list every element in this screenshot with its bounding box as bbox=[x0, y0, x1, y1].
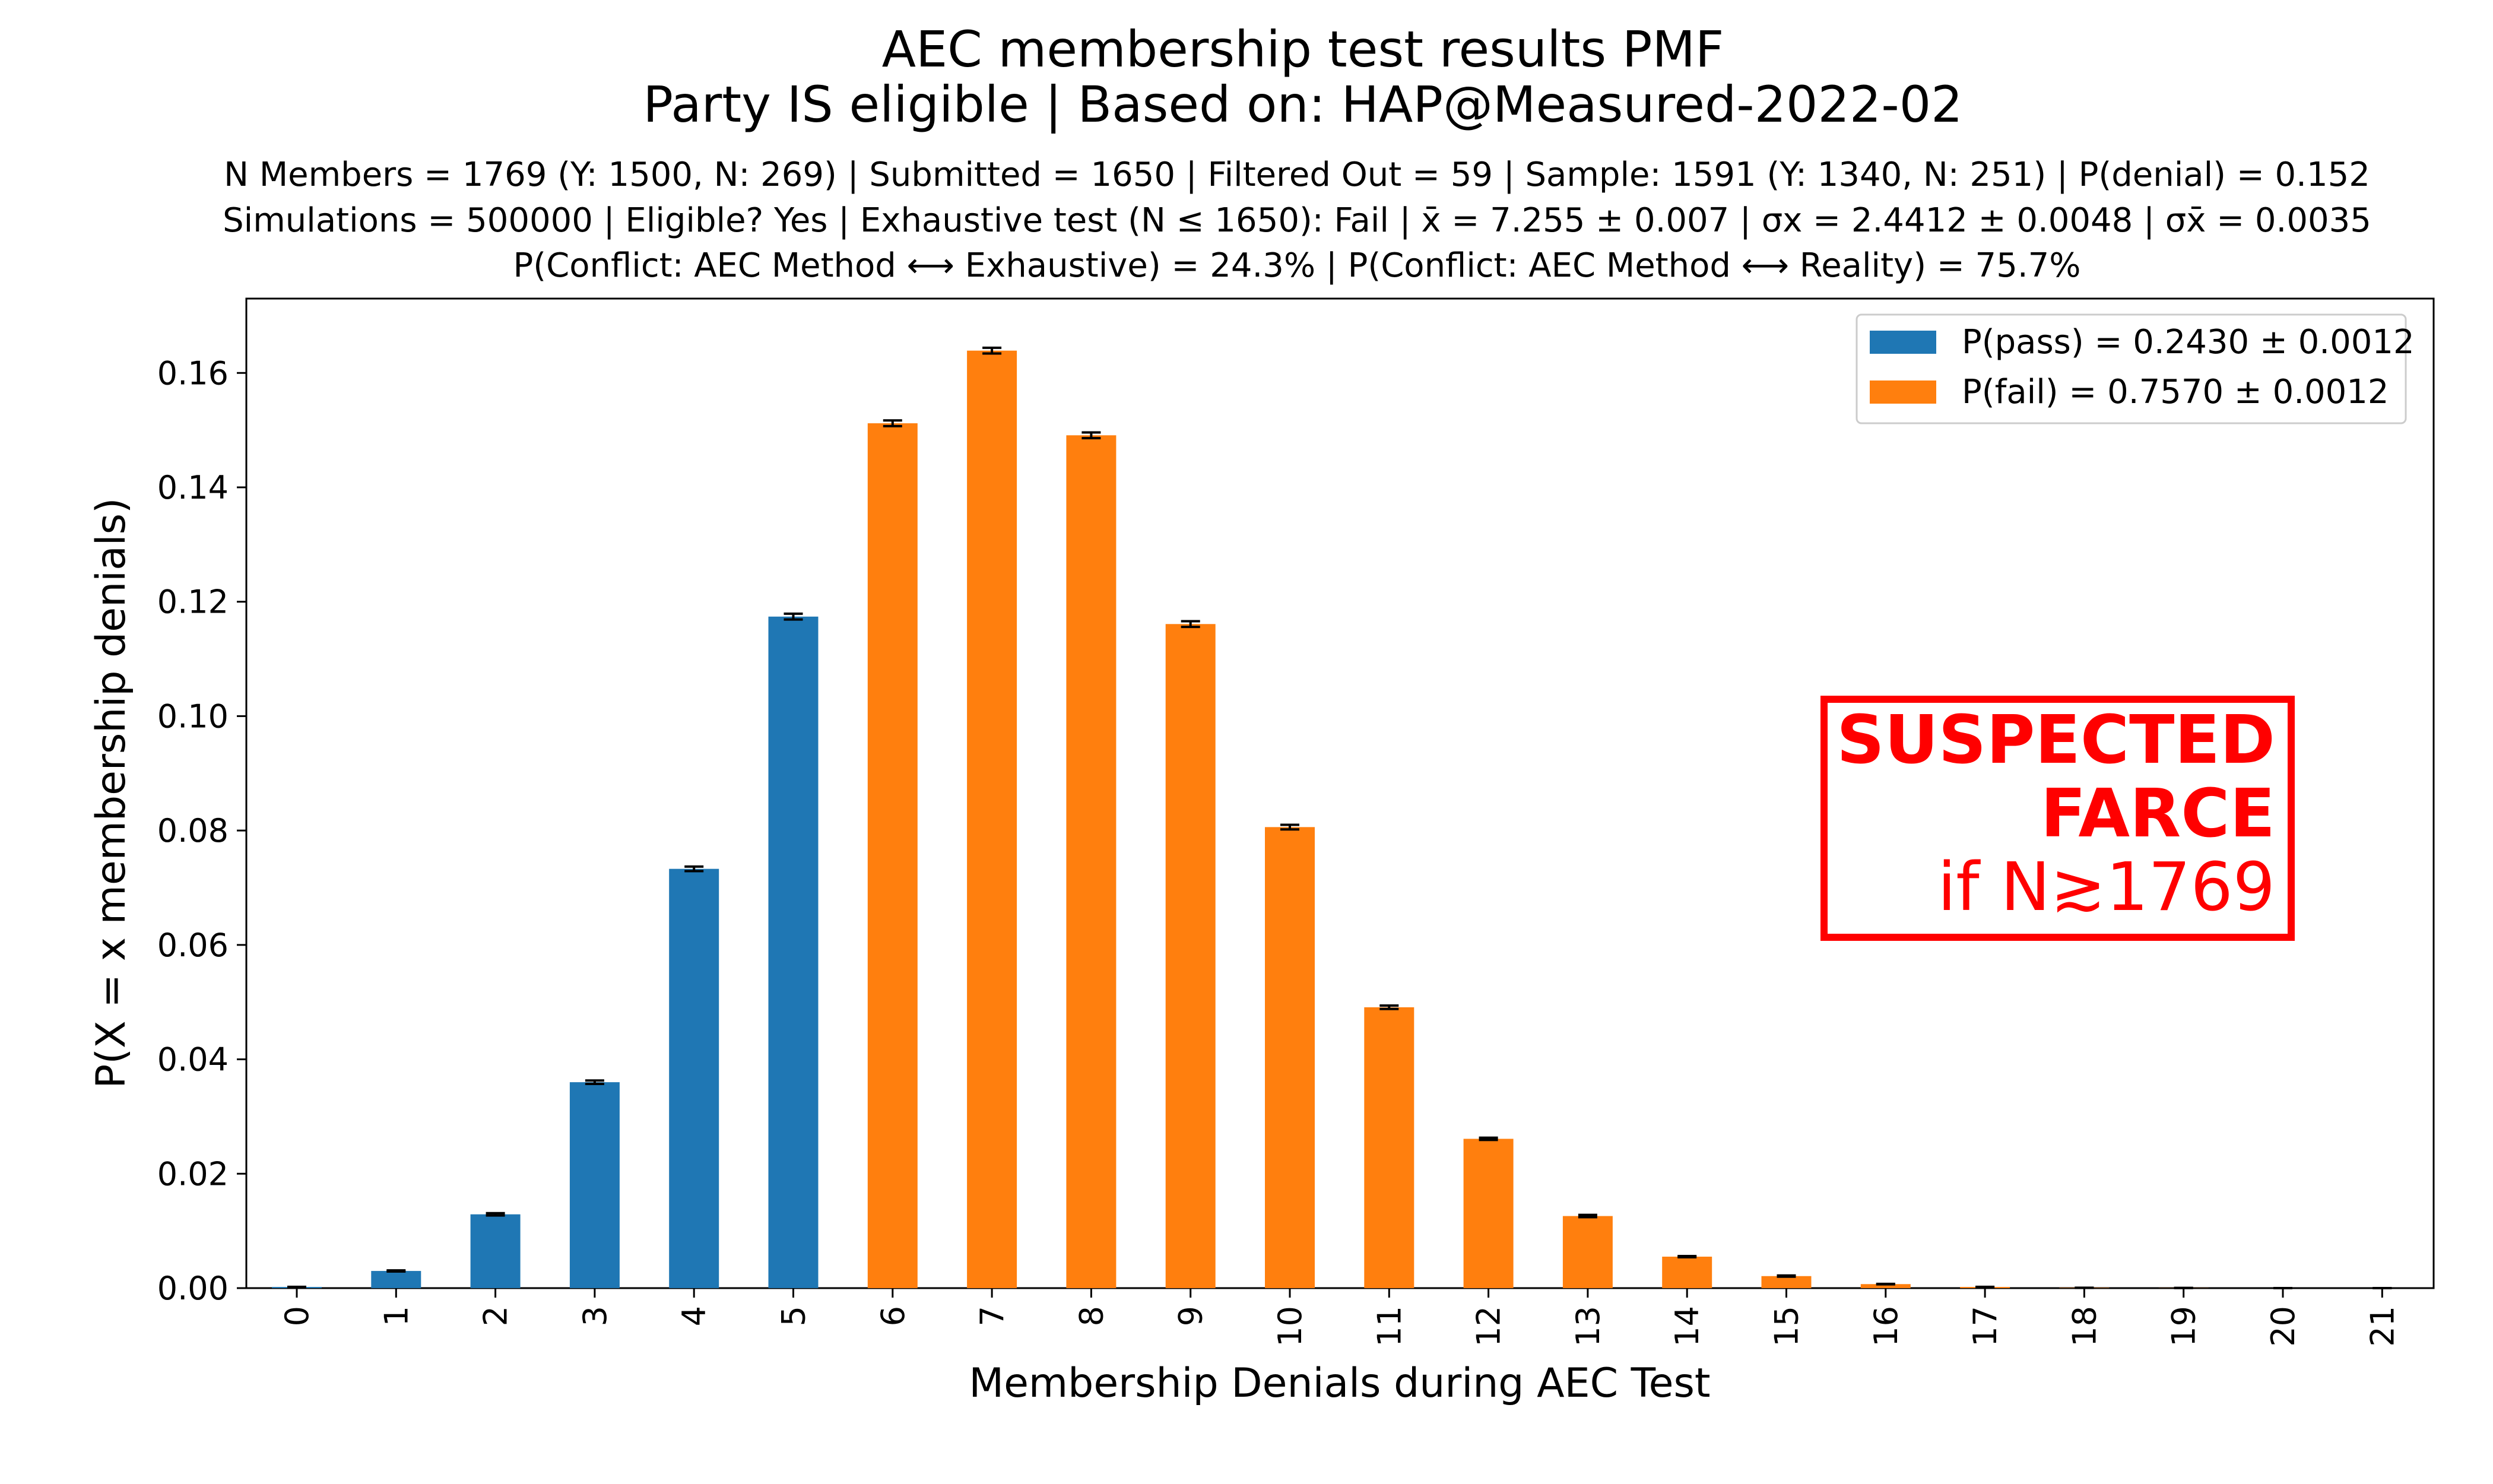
chart-title-line-1: AEC membership test results PMF bbox=[882, 20, 1724, 78]
x-axis-label: Membership Denials during AEC Test bbox=[969, 1360, 1710, 1407]
y-tick-label: 0.06 bbox=[157, 927, 229, 964]
x-tick-label: 9 bbox=[1172, 1306, 1210, 1326]
x-tick-label: 6 bbox=[874, 1306, 912, 1326]
x-tick-label: 12 bbox=[1470, 1306, 1508, 1347]
annotation-box bbox=[1820, 696, 2295, 941]
x-tick-label: 17 bbox=[1967, 1306, 2004, 1347]
bar-6 bbox=[867, 423, 918, 1288]
chart-subtitle-line-3: P(Conflict: AEC Method ⟷ Exhaustive) = 2… bbox=[513, 246, 2081, 285]
y-tick-label: 0.00 bbox=[157, 1270, 229, 1307]
x-tick-label: 20 bbox=[2264, 1306, 2302, 1347]
x-tick-label: 14 bbox=[1669, 1306, 1706, 1347]
x-tick-label: 19 bbox=[2165, 1306, 2203, 1347]
y-axis-ticks: 0.00 0.02 0.04 0.06 0.08 0.10 0.12 0.14 0.16 bbox=[157, 354, 246, 1307]
bar-9 bbox=[1165, 624, 1216, 1288]
x-tick-label: 2 bbox=[477, 1306, 515, 1326]
x-tick-label: 15 bbox=[1768, 1306, 1806, 1347]
x-tick-label: 8 bbox=[1073, 1306, 1110, 1326]
y-tick-label: 0.04 bbox=[157, 1041, 229, 1079]
legend-label-fail: P(fail) = 0.7570 ± 0.0012 bbox=[1962, 373, 2389, 411]
y-axis-label: P(X = x membership denials) bbox=[88, 497, 135, 1088]
chart-subtitle-line-2: Simulations = 500000 | Eligible? Yes | E… bbox=[223, 201, 2371, 240]
chart-title-line-2: Party IS eligible | Based on: HAP@Measur… bbox=[643, 75, 1962, 134]
x-tick-label: 11 bbox=[1371, 1306, 1408, 1347]
chart-subtitle-line-1: N Members = 1769 (Y: 1500, N: 269) | Sub… bbox=[224, 156, 2370, 194]
bar-10 bbox=[1265, 827, 1315, 1288]
y-tick-label: 0.16 bbox=[157, 354, 229, 392]
bar-15 bbox=[1761, 1276, 1812, 1288]
bar-8 bbox=[1066, 435, 1117, 1288]
legend-box bbox=[1856, 313, 2407, 424]
legend-swatch-fail bbox=[1870, 380, 1936, 404]
x-tick-label: 21 bbox=[2364, 1306, 2401, 1347]
suspected-farce-annotation: SUSPECTED FARCE if N≳1769 bbox=[1820, 696, 2295, 941]
legend-swatch-pass bbox=[1870, 331, 1936, 354]
y-tick-label: 0.14 bbox=[157, 469, 229, 506]
x-tick-label: 7 bbox=[973, 1306, 1011, 1326]
bar-11 bbox=[1364, 1007, 1414, 1288]
legend: P(pass) = 0.2430 ± 0.0012 P(fail) = 0.75… bbox=[1856, 313, 2415, 424]
annotation-line-3: if N≳1769 bbox=[1937, 849, 2275, 926]
legend-label-pass: P(pass) = 0.2430 ± 0.0012 bbox=[1962, 323, 2415, 362]
bar-7 bbox=[967, 350, 1017, 1288]
x-tick-label: 13 bbox=[1569, 1306, 1607, 1347]
annotation-line-2: FARCE bbox=[2041, 775, 2275, 852]
bar-4 bbox=[669, 868, 719, 1288]
bar-13 bbox=[1562, 1216, 1613, 1288]
x-tick-label: 3 bbox=[576, 1306, 614, 1326]
y-tick-label: 0.12 bbox=[157, 584, 229, 621]
plot-area-frame bbox=[245, 297, 2435, 1289]
bar-5 bbox=[768, 616, 819, 1288]
x-tick-label: 4 bbox=[675, 1306, 713, 1326]
bar-14 bbox=[1662, 1257, 1712, 1288]
bar-12 bbox=[1463, 1139, 1514, 1288]
x-axis-ticks: 0 1 2 3 4 5 6 7 8 9 10 11 12 13 14 15 16 17 18 19 20 21 bbox=[278, 1288, 2401, 1347]
bar-3 bbox=[569, 1082, 620, 1288]
y-tick-label: 0.10 bbox=[157, 697, 229, 735]
bar-16 bbox=[1860, 1284, 1911, 1288]
bar-1 bbox=[371, 1271, 421, 1288]
x-tick-label: 1 bbox=[378, 1306, 415, 1326]
annotation-line-1: SUSPECTED bbox=[1837, 702, 2275, 779]
bar-2 bbox=[470, 1214, 521, 1288]
x-tick-label: 10 bbox=[1271, 1306, 1309, 1347]
bars-group bbox=[272, 350, 2209, 1288]
y-tick-label: 0.08 bbox=[157, 812, 229, 849]
x-tick-label: 5 bbox=[775, 1306, 813, 1326]
x-tick-label: 16 bbox=[1867, 1306, 1905, 1347]
y-tick-label: 0.02 bbox=[157, 1155, 229, 1193]
x-tick-label: 18 bbox=[2066, 1306, 2103, 1347]
x-tick-label: 0 bbox=[278, 1306, 316, 1326]
